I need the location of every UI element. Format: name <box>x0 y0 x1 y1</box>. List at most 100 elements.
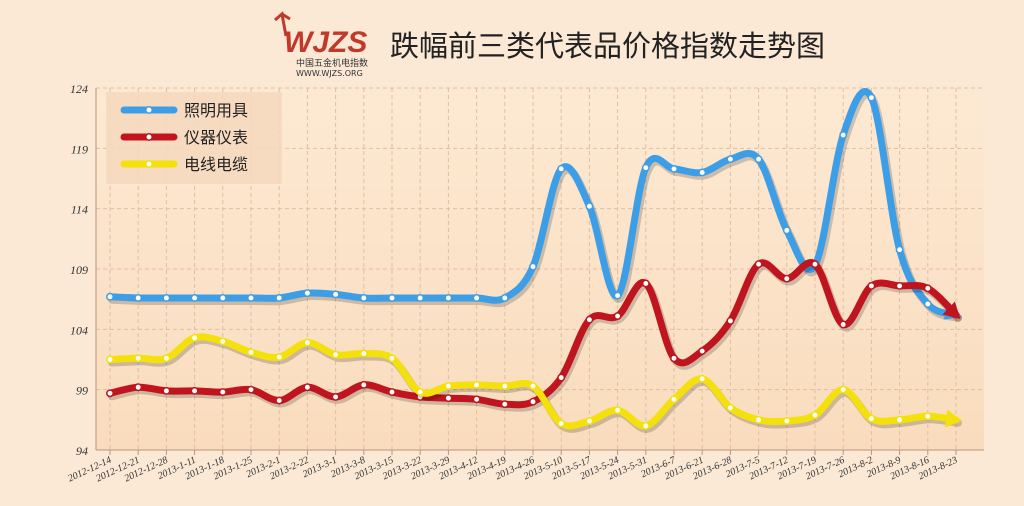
data-point <box>698 347 707 356</box>
data-point <box>500 294 509 302</box>
data-point <box>641 279 650 288</box>
data-point <box>754 260 763 269</box>
data-point <box>106 292 114 301</box>
data-point <box>895 245 904 254</box>
data-point <box>585 202 594 211</box>
data-point <box>557 164 566 173</box>
data-point <box>190 294 199 302</box>
data-point <box>247 385 255 394</box>
data-point <box>359 349 368 358</box>
data-point <box>641 421 650 430</box>
data-point <box>275 353 284 362</box>
data-point <box>303 383 312 392</box>
data-point <box>162 354 171 363</box>
legend-label: 照明用具 <box>184 101 248 120</box>
data-point <box>247 348 255 357</box>
data-point <box>867 281 876 290</box>
data-point <box>275 396 284 405</box>
data-point <box>331 290 340 299</box>
data-point <box>754 155 763 164</box>
data-point <box>726 316 735 325</box>
data-point <box>867 93 876 102</box>
y-tick-label: 99 <box>76 384 88 398</box>
data-point <box>359 380 368 389</box>
y-tick-label: 114 <box>71 203 88 217</box>
logo-text: WJZS <box>284 26 367 59</box>
data-point <box>359 294 368 302</box>
y-tick-label: 109 <box>70 263 88 277</box>
data-point <box>557 419 566 428</box>
data-point <box>782 274 791 283</box>
logo: WJZS 中国五金机电指数 WWW.WJZS.ORG <box>274 11 368 78</box>
series-group <box>106 87 962 433</box>
legend-marker <box>145 160 153 168</box>
data-point <box>670 164 678 173</box>
series-1 <box>106 87 962 322</box>
data-point <box>867 414 876 423</box>
legend-label: 电线电缆 <box>184 155 248 174</box>
data-point <box>500 400 509 409</box>
data-point <box>726 403 735 412</box>
data-point <box>472 380 481 389</box>
data-point <box>782 417 791 425</box>
data-point <box>839 385 848 394</box>
legend-item: 仪器仪表 <box>120 128 248 147</box>
data-point <box>529 397 537 406</box>
data-point <box>923 412 932 421</box>
y-tick-label: 119 <box>71 142 88 156</box>
data-point <box>529 382 537 390</box>
chart-title: 跌幅前三类代表品价格指数走势图 <box>390 29 825 63</box>
series-arrow-icon <box>942 301 961 319</box>
data-point <box>641 163 650 172</box>
data-point <box>388 354 396 363</box>
data-point <box>444 394 453 403</box>
data-point <box>698 374 707 383</box>
data-point <box>472 294 481 302</box>
data-point <box>839 131 848 140</box>
data-point <box>585 315 594 324</box>
data-point <box>557 373 566 382</box>
data-point <box>218 294 227 302</box>
data-point <box>247 294 255 302</box>
data-point <box>388 388 396 397</box>
data-point <box>134 294 143 302</box>
data-point <box>923 300 932 308</box>
series-2 <box>106 259 962 412</box>
logo-cn-text: 中国五金机电指数 <box>296 57 368 69</box>
y-tick-label: 124 <box>70 82 88 96</box>
data-point <box>529 262 537 271</box>
data-point <box>416 294 425 302</box>
data-point <box>895 415 904 424</box>
data-point <box>218 337 227 346</box>
legend-marker <box>145 106 153 114</box>
data-point <box>190 386 199 395</box>
legend-item: 照明用具 <box>120 101 248 120</box>
data-point <box>698 168 707 177</box>
data-point <box>218 388 227 397</box>
data-point <box>811 411 819 419</box>
legend-label: 仪器仪表 <box>184 128 248 147</box>
data-point <box>444 294 453 302</box>
data-point <box>303 289 312 298</box>
data-point <box>585 417 594 425</box>
data-point <box>923 284 932 293</box>
data-point <box>670 354 678 363</box>
logo-url-text: WWW.WJZS.ORG <box>296 69 363 78</box>
data-point <box>106 355 114 364</box>
data-point <box>162 386 171 395</box>
series-arrow-icon <box>944 409 962 428</box>
data-point <box>782 226 791 235</box>
data-point <box>500 382 509 390</box>
legend-marker <box>145 133 153 141</box>
data-point <box>134 383 143 392</box>
data-point <box>388 294 396 302</box>
data-point <box>444 382 453 390</box>
data-point <box>613 312 622 321</box>
data-point <box>416 388 425 397</box>
data-point <box>275 294 284 302</box>
data-point <box>811 260 819 269</box>
data-point <box>331 392 340 401</box>
data-point <box>839 320 848 329</box>
